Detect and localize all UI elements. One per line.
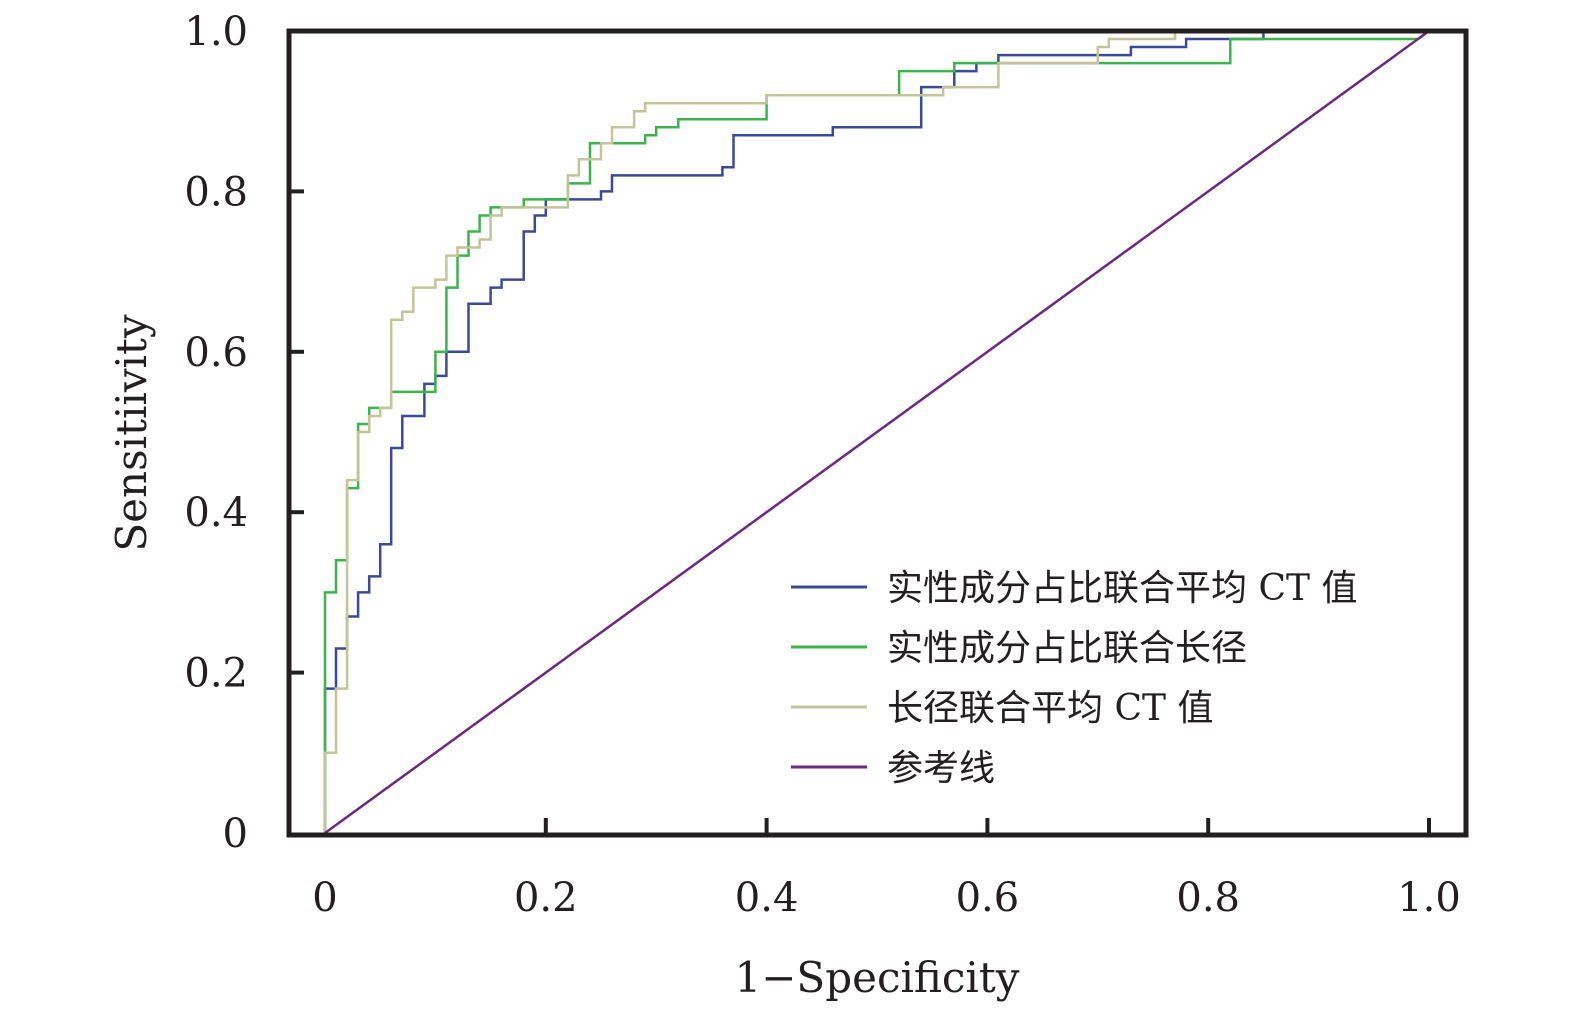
y-axis-label: Sensitiivity: [107, 314, 156, 551]
x-tick-label: 0.6: [956, 875, 1020, 921]
x-axis-label: 1−Specificity: [735, 953, 1020, 1002]
series-line-1: [323, 29, 1429, 833]
series-line-4: [324, 29, 1430, 835]
x-tick-label: 0: [312, 875, 337, 921]
legend-item-3: 长径联合平均 CT 值: [791, 688, 1213, 729]
legend-label: 参考线: [887, 748, 995, 789]
y-tick-label: 0.2: [184, 651, 248, 697]
y-tick-label: 0.8: [184, 169, 248, 215]
y-tick-label: 0.4: [184, 490, 248, 536]
x-tick-label: 0.4: [735, 875, 799, 921]
y-tick-label: 0.6: [184, 330, 248, 376]
ticks-layer: 0 0.2 0.4 0.6 0.8 1.0 0 0.2 0.4 0.6 0.8 1.0: [184, 9, 1460, 921]
x-tick-label: 0.2: [514, 875, 578, 921]
y-tick-label: 0: [223, 811, 248, 857]
series-layer: [323, 29, 1430, 835]
legend-item-4: 参考线: [791, 748, 995, 789]
legend-item-1: 实性成分占比联合平均 CT 值: [791, 568, 1357, 609]
legend-label: 实性成分占比联合长径: [887, 628, 1247, 669]
legend-item-2: 实性成分占比联合长径: [791, 628, 1247, 669]
legend-label: 长径联合平均 CT 值: [887, 688, 1213, 729]
x-tick-label: 1.0: [1397, 875, 1461, 921]
series-line-3: [323, 29, 1429, 833]
x-tick-label: 0.8: [1176, 875, 1240, 921]
y-tick-label: 1.0: [184, 9, 248, 55]
legend-label: 实性成分占比联合平均 CT 值: [887, 568, 1357, 609]
plot-frame: [286, 28, 1469, 838]
